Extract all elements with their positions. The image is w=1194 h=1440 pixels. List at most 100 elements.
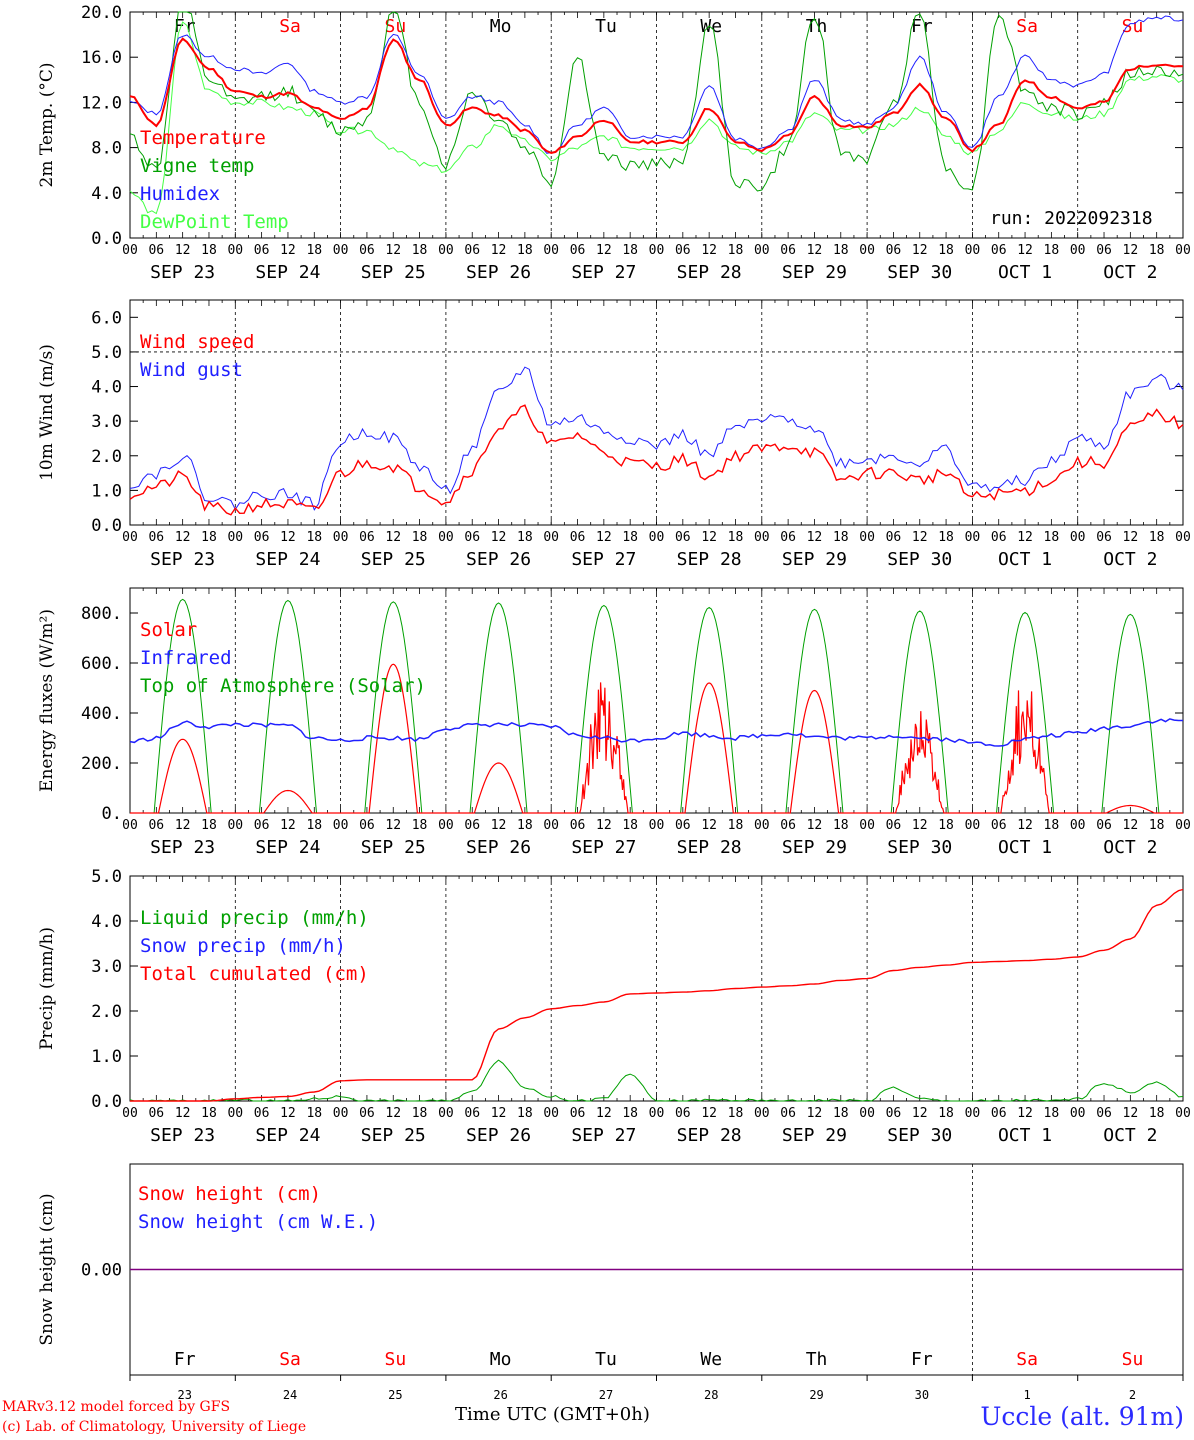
- x-hour-tick-label: 06: [886, 1106, 902, 1121]
- day-number-label: 30: [915, 1388, 929, 1402]
- x-hour-tick-label: 06: [675, 1106, 691, 1121]
- legend-entry: Snow height (cm W.E.): [138, 1211, 378, 1233]
- x-date-label: SEP 29: [782, 549, 847, 570]
- x-hour-tick-label: 06: [991, 530, 1007, 545]
- x-hour-tick-label: 18: [517, 530, 533, 545]
- y-tick-label: 0.0: [91, 1092, 122, 1112]
- x-date-label: SEP 25: [361, 262, 426, 283]
- x-hour-tick-label: 12: [912, 1106, 928, 1121]
- solar-line: [445, 762, 552, 814]
- x-hour-tick-label: 06: [464, 530, 480, 545]
- toa-solar-arc: [340, 601, 446, 814]
- x-hour-tick-label: 12: [385, 1106, 401, 1121]
- solar-line: [235, 789, 341, 814]
- y-tick-label: 16.0: [81, 48, 122, 68]
- x-date-label: SEP 30: [887, 262, 952, 283]
- y-axis-label: 2m Temp. (°C): [37, 62, 57, 187]
- x-hour-tick-label: 06: [570, 1106, 586, 1121]
- x-hour-tick-label: 12: [491, 530, 507, 545]
- y-tick-label: 0.00: [81, 1261, 122, 1281]
- x-date-label: SEP 24: [255, 837, 320, 858]
- x-date-label: SEP 25: [361, 837, 426, 858]
- toa-solar-arc: [972, 611, 1078, 814]
- y-tick-label: 0.0: [91, 229, 122, 249]
- x-hour-tick-label: 00: [1070, 243, 1086, 258]
- y-axis-label: Precip (mm/h): [37, 927, 57, 1050]
- legend-entry: Top of Atmosphere (Solar): [140, 675, 426, 697]
- x-hour-tick-label: 12: [1123, 530, 1139, 545]
- x-hour-tick-label: 12: [1017, 243, 1033, 258]
- legend-entry: Wind gust: [140, 359, 243, 381]
- x-hour-tick-label: 00: [438, 530, 454, 545]
- day-name-label: Sa: [279, 16, 301, 37]
- legend-entry: Vigne temp: [140, 155, 254, 177]
- x-hour-tick-label: 06: [675, 530, 691, 545]
- x-hour-tick-label: 06: [359, 1106, 375, 1121]
- x-hour-tick-label: 00: [859, 818, 875, 833]
- x-hour-tick-label: 18: [1149, 530, 1165, 545]
- x-hour-tick-label: 12: [701, 243, 717, 258]
- series-line-dewpoint-temp: [129, 21, 1184, 215]
- x-axis-title: Time UTC (GMT+0h): [455, 1404, 650, 1425]
- day-name-label: Mo: [490, 1349, 512, 1370]
- solar-line: [130, 738, 236, 814]
- x-hour-tick-label: 06: [464, 818, 480, 833]
- x-hour-tick-label: 12: [491, 1106, 507, 1121]
- x-hour-tick-label: 18: [1044, 530, 1060, 545]
- x-date-label: OCT 2: [1103, 837, 1157, 858]
- x-hour-tick-label: 00: [859, 1106, 875, 1121]
- panel-frame: [129, 587, 1184, 814]
- x-hour-tick-label: 18: [306, 1106, 322, 1121]
- y-tick-label: 6.0: [91, 308, 122, 328]
- y-tick-label: 2.0: [91, 1002, 122, 1022]
- y-tick-label: 0.: [102, 804, 122, 824]
- day-name-label: We: [700, 1349, 722, 1370]
- x-hour-tick-label: 06: [464, 1106, 480, 1121]
- day-name-label: Tu: [595, 1349, 617, 1370]
- x-hour-tick-label: 18: [938, 530, 954, 545]
- legend-entry: Snow height (cm): [138, 1183, 321, 1205]
- x-hour-tick-label: 00: [754, 530, 770, 545]
- x-hour-tick-label: 12: [1017, 1106, 1033, 1121]
- x-hour-tick-label: 00: [333, 818, 349, 833]
- day-name-label: Su: [1122, 1349, 1144, 1370]
- y-tick-label: 600.: [81, 654, 122, 674]
- panel-2: 10m Wind (m/s) 00 06 12 18 00 06 12 18 00 06 12 18 00…: [37, 299, 1191, 570]
- x-hour-tick-label: 00: [543, 1106, 559, 1121]
- y-tick-label: 4.0: [91, 912, 122, 932]
- x-hour-tick-label: 18: [412, 530, 428, 545]
- x-hour-tick-label: 12: [1017, 818, 1033, 833]
- y-tick-label: 12.0: [81, 93, 122, 113]
- x-hour-tick-label: 18: [201, 243, 217, 258]
- y-tick-label: 1.0: [91, 481, 122, 501]
- x-hour-tick-label: 00: [122, 1106, 138, 1121]
- x-hour-tick-label: 00: [1175, 818, 1191, 833]
- x-hour-tick-label: 00: [649, 818, 665, 833]
- liquid-precip-line: [129, 1059, 1184, 1102]
- day-name-label: Mo: [490, 16, 512, 37]
- x-hour-tick-label: 06: [148, 530, 164, 545]
- x-hour-tick-label: 06: [886, 530, 902, 545]
- y-axis-label: Energy fluxes (W/m²): [37, 609, 57, 792]
- x-hour-tick-label: 00: [965, 818, 981, 833]
- x-date-label: SEP 24: [255, 549, 320, 570]
- x-hour-tick-label: 12: [596, 818, 612, 833]
- legend-entry: Infrared: [140, 647, 232, 669]
- x-date-label: SEP 27: [571, 1125, 636, 1146]
- x-hour-tick-label: 00: [649, 1106, 665, 1121]
- day-number-label: 23: [178, 1388, 192, 1402]
- x-date-label: SEP 27: [571, 837, 636, 858]
- x-hour-tick-label: 00: [965, 1106, 981, 1121]
- x-hour-tick-label: 12: [491, 818, 507, 833]
- x-hour-tick-label: 12: [385, 530, 401, 545]
- day-name-label: Su: [1122, 16, 1144, 37]
- x-hour-tick-label: 06: [254, 1106, 270, 1121]
- day-name-label: Sa: [279, 1349, 301, 1370]
- x-hour-tick-label: 00: [859, 530, 875, 545]
- solar-line: [551, 682, 657, 814]
- x-date-label: OCT 1: [998, 262, 1052, 283]
- y-tick-label: 800.: [81, 604, 122, 624]
- legend-entry: Snow precip (mm/h): [140, 935, 346, 957]
- x-hour-tick-label: 06: [148, 243, 164, 258]
